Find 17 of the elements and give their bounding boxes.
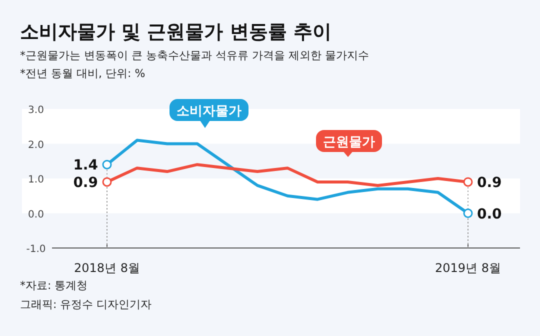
y-tick-label: -1.0 <box>26 244 46 255</box>
y-tick-label: 0.0 <box>28 209 44 220</box>
y-tick-label: 1.0 <box>28 174 44 186</box>
text: *전년 동월 대비, 단위: % <box>20 67 146 80</box>
data-label: 0.0 <box>477 206 502 222</box>
y-tick-label: 3.0 <box>28 105 44 116</box>
chart-subtitle: *근원물가는 변동폭이 큰 농축수산물과 석유류 가격을 제외한 물가지수 <box>20 49 369 62</box>
chart-title: 소비자물가 및 근원물가 변동률 추이 <box>20 21 332 43</box>
data-label: 0.9 <box>73 174 98 191</box>
series-label: 소비자물가 <box>176 104 242 119</box>
y-tick-label: 2.0 <box>28 140 44 151</box>
x-tick-label: 2018년 8월 <box>74 261 140 275</box>
text: 그래픽: 유정수 디자인기자 <box>20 298 152 311</box>
data-label: 0.9 <box>477 174 502 191</box>
data-label: 1.4 <box>73 158 98 174</box>
x-tick-label: 2019년 8월 <box>435 261 501 275</box>
text: *자료: 통계청 <box>20 279 88 292</box>
